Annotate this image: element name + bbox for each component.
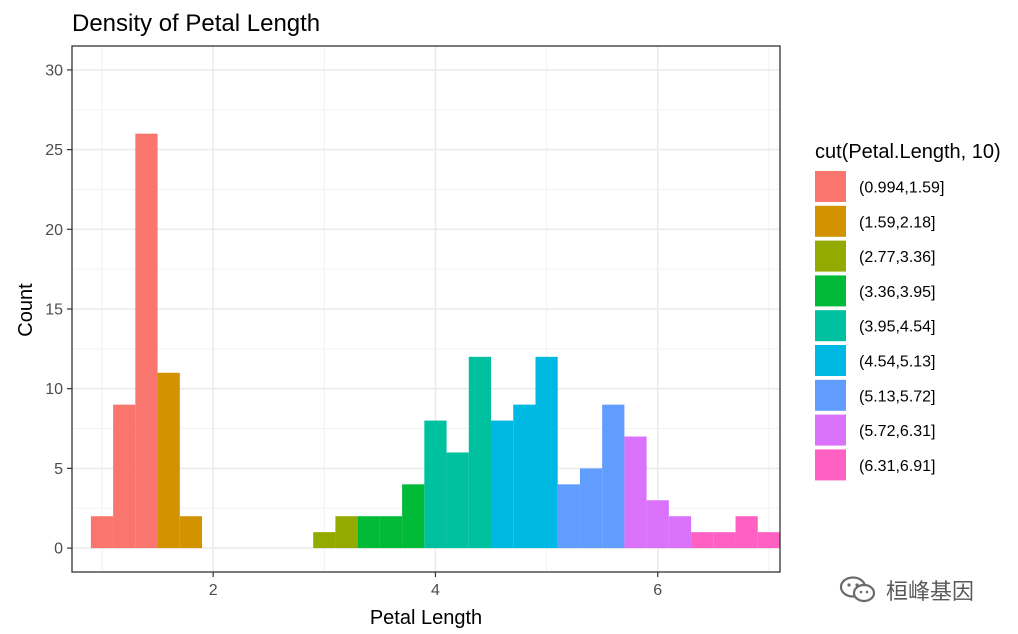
legend-label: (3.95,4.54] xyxy=(859,319,936,336)
y-tick-label: 5 xyxy=(54,461,63,478)
legend-label: (6.31,6.91] xyxy=(859,458,936,475)
bar xyxy=(668,516,692,549)
y-tick-label: 30 xyxy=(45,62,63,79)
legend-label: (3.36,3.95] xyxy=(859,284,936,301)
y-tick-label: 0 xyxy=(54,541,63,558)
bar xyxy=(513,404,536,549)
legend-label: (2.77,3.36] xyxy=(859,249,936,266)
y-tick-label: 15 xyxy=(45,302,63,319)
bar xyxy=(313,532,336,549)
bar xyxy=(157,372,180,549)
legend-label: (5.72,6.31] xyxy=(859,423,936,440)
bar xyxy=(90,516,114,549)
bar xyxy=(646,500,669,549)
bar xyxy=(335,516,358,549)
bar xyxy=(357,516,380,549)
legend: cut(Petal.Length, 10) (0.994,1.59] (1.59,… xyxy=(815,141,1001,481)
bar xyxy=(602,404,625,549)
legend-key xyxy=(815,171,846,202)
bar xyxy=(446,452,469,549)
x-axis-title: Petal Length xyxy=(370,607,482,629)
legend-label: (1.59,2.18] xyxy=(859,214,936,231)
y-tick-label: 10 xyxy=(45,381,63,398)
legend-key xyxy=(815,310,846,342)
bar xyxy=(113,404,136,549)
plot-area: 0 5 10 15 20 25 30 2 4 6 xyxy=(45,45,781,599)
legend-key xyxy=(815,449,846,481)
watermark: 桓峰基因 xyxy=(838,574,974,606)
bar xyxy=(402,484,425,549)
bar xyxy=(179,516,203,549)
wechat-icon xyxy=(839,576,876,603)
watermark-text: 桓峰基因 xyxy=(886,580,975,605)
bar xyxy=(535,356,558,549)
x-tick-label: 4 xyxy=(431,582,440,599)
bar xyxy=(757,532,780,549)
legend-key xyxy=(815,414,846,446)
y-axis-title: Count xyxy=(15,283,37,337)
bar xyxy=(713,532,736,549)
x-tick-label: 6 xyxy=(653,582,662,599)
legend-label: (4.54,5.13] xyxy=(859,354,936,371)
legend-key xyxy=(815,275,846,307)
x-tick-label: 2 xyxy=(209,582,218,599)
legend-key xyxy=(815,240,846,272)
y-tick-label: 25 xyxy=(45,142,63,159)
bar xyxy=(557,484,580,549)
bar xyxy=(379,516,403,549)
legend-key xyxy=(815,379,846,411)
bar xyxy=(491,420,514,549)
bar xyxy=(579,468,603,549)
bar xyxy=(624,436,647,549)
bar xyxy=(135,133,158,549)
bar xyxy=(691,532,714,549)
legend-key xyxy=(815,345,846,376)
legend-key xyxy=(815,205,846,237)
y-tick-label: 20 xyxy=(45,222,63,239)
legend-title: cut(Petal.Length, 10) xyxy=(815,141,1001,163)
chart-title: Density of Petal Length xyxy=(72,10,320,37)
legend-label: (0.994,1.59] xyxy=(859,180,944,197)
bar xyxy=(735,516,758,549)
legend-label: (5.13,5.72] xyxy=(859,388,936,405)
bar xyxy=(468,356,492,549)
bar xyxy=(424,420,447,549)
